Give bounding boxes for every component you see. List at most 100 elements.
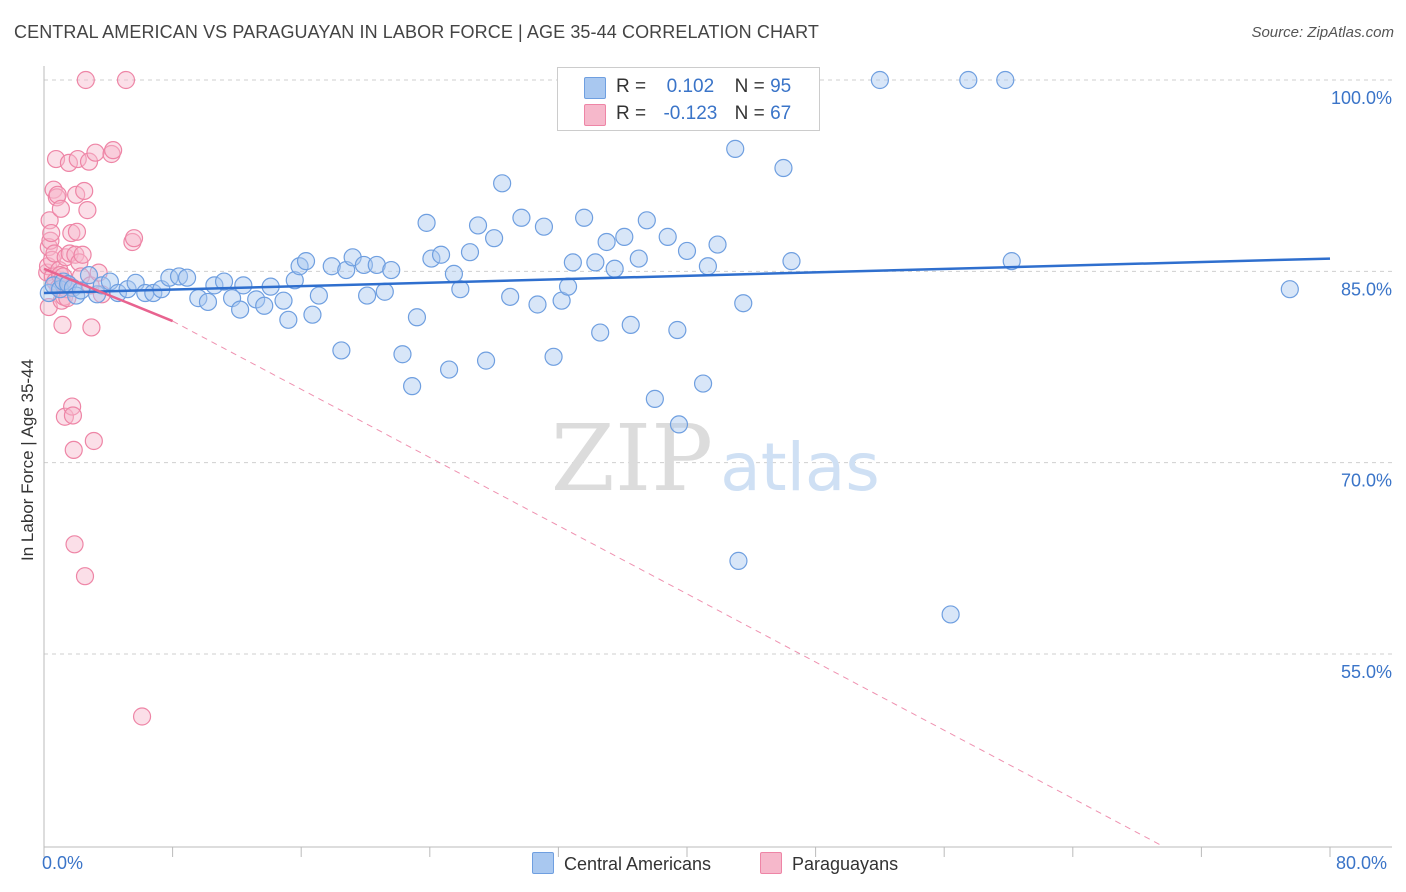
legend-label: Paraguayans (792, 854, 899, 874)
central-american-point (375, 282, 394, 301)
chart-title: CENTRAL AMERICAN VS PARAGUAYAN IN LABOR … (14, 22, 820, 42)
y-tick-label: 55.0% (1341, 662, 1392, 682)
central-american-point (605, 259, 624, 278)
r-value: 0.102 (666, 76, 715, 97)
x-tick-min: 0.0% (42, 853, 84, 873)
central-american-point (358, 286, 377, 305)
paraguayan-point (64, 440, 83, 460)
n-value: 95 (770, 76, 792, 97)
y-tick-label: 70.0% (1341, 471, 1392, 491)
central-american-point (734, 294, 753, 313)
central-american-point (544, 347, 563, 366)
central-american-point (693, 374, 713, 393)
central-american-point (485, 229, 504, 248)
watermark: ZIP atlas (551, 405, 880, 512)
central-american-point (198, 292, 218, 312)
central-american-point (407, 308, 427, 327)
central-american-point (637, 211, 656, 230)
n-label: N = (734, 76, 765, 97)
central-american-point (322, 257, 341, 276)
central-american-point (382, 260, 401, 280)
paraguayan-point (104, 141, 123, 160)
central-american-point (354, 255, 373, 275)
gridlines (44, 79, 1392, 655)
paraguayan-point (75, 181, 94, 201)
central-american-point (621, 315, 640, 335)
paraguayans-trend-extension (172, 320, 1162, 846)
paraguayans-trend-line (43, 267, 174, 323)
central-american-point (528, 295, 547, 314)
central-american-point (177, 268, 197, 287)
paraguayan-point (76, 70, 95, 90)
central-american-point (563, 253, 582, 272)
central-american-point (279, 310, 298, 329)
pink-swatch (584, 104, 606, 126)
central-american-point (1280, 280, 1299, 299)
central-american-point (729, 551, 748, 570)
x-tick-max: 80.0% (1336, 853, 1388, 873)
central-americans-trend-line (43, 257, 1331, 295)
central-american-point (234, 276, 253, 295)
paraguayan-point (53, 315, 72, 335)
paraguayan-point (68, 149, 87, 169)
central-american-point (274, 291, 293, 310)
trend-lines (43, 257, 1331, 846)
central-american-point (417, 213, 436, 232)
r-value: -0.123 (663, 103, 718, 124)
paraguayan-point (42, 223, 61, 243)
central-american-point (393, 345, 412, 364)
paraguayans-points (38, 70, 152, 726)
central-american-point (79, 266, 99, 285)
central-american-point (160, 268, 179, 287)
paraguayan-point (79, 152, 99, 171)
paraguayan-point (45, 244, 64, 263)
legend-item-paraguayans[interactable]: Paraguayans (760, 852, 898, 875)
paraguayan-point (73, 245, 92, 264)
paraguayan-point (132, 707, 152, 726)
central-american-point (493, 174, 512, 193)
legend-item-central-americans[interactable]: Central Americans (532, 852, 711, 875)
correlation-legend: R = 0.102 N = 95 R = -0.123 N = 67 (557, 67, 820, 131)
n-label: N = (734, 103, 765, 124)
central-american-point (774, 158, 793, 178)
n-value: 67 (770, 103, 792, 124)
central-american-point (996, 70, 1015, 90)
central-american-point (677, 241, 697, 261)
blue-swatch (584, 77, 606, 99)
pink-swatch (760, 852, 782, 874)
paraguayan-point (59, 153, 79, 173)
central-american-point (285, 271, 304, 290)
central-american-point (231, 300, 250, 319)
central-american-point (255, 296, 274, 315)
paraguayan-point (65, 535, 84, 554)
central-american-point (296, 252, 316, 271)
paraguayan-point (84, 431, 103, 451)
paraguayan-point (124, 229, 144, 248)
central-american-point (658, 227, 677, 246)
central-american-point (431, 245, 451, 264)
central-american-point (303, 305, 322, 324)
watermark-zip: ZIP (551, 405, 713, 512)
central-american-point (941, 605, 960, 624)
central-american-point (870, 70, 890, 90)
y-tick-label: 100.0% (1331, 88, 1392, 108)
central-american-point (367, 255, 386, 275)
central-american-point (586, 253, 605, 272)
central-american-point (782, 252, 801, 271)
paraguayan-point (62, 223, 81, 243)
r-label: R = (616, 76, 647, 97)
legend-label: Central Americans (564, 854, 712, 874)
central-american-point (512, 208, 531, 227)
paraguayan-point (48, 185, 67, 204)
central-american-point (309, 286, 328, 305)
central-american-point (959, 70, 978, 90)
central-american-point (214, 272, 234, 291)
axes (43, 66, 1392, 857)
central-american-point (668, 320, 687, 340)
paraguayan-point (63, 406, 83, 425)
central-american-point (575, 208, 594, 227)
central-american-point (501, 287, 520, 306)
central-american-point (332, 341, 351, 360)
central-americans-points (39, 70, 1299, 624)
